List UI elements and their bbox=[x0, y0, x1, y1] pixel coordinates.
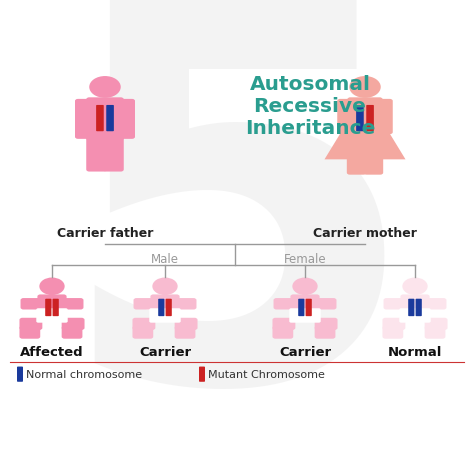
FancyBboxPatch shape bbox=[45, 299, 51, 316]
FancyBboxPatch shape bbox=[399, 308, 431, 323]
FancyBboxPatch shape bbox=[37, 294, 67, 319]
FancyBboxPatch shape bbox=[116, 99, 135, 139]
Circle shape bbox=[89, 76, 121, 98]
FancyBboxPatch shape bbox=[366, 105, 374, 131]
FancyBboxPatch shape bbox=[75, 99, 94, 139]
FancyBboxPatch shape bbox=[86, 133, 107, 171]
Text: Carrier: Carrier bbox=[139, 346, 191, 360]
FancyBboxPatch shape bbox=[165, 299, 172, 316]
Circle shape bbox=[39, 277, 64, 295]
FancyBboxPatch shape bbox=[273, 298, 299, 310]
FancyBboxPatch shape bbox=[401, 294, 429, 319]
Text: Female: Female bbox=[283, 253, 326, 266]
FancyBboxPatch shape bbox=[150, 294, 180, 319]
FancyBboxPatch shape bbox=[306, 299, 312, 316]
FancyBboxPatch shape bbox=[374, 99, 393, 134]
FancyBboxPatch shape bbox=[134, 298, 158, 310]
FancyBboxPatch shape bbox=[199, 367, 205, 382]
Circle shape bbox=[402, 277, 428, 295]
Text: 5: 5 bbox=[54, 0, 420, 475]
FancyBboxPatch shape bbox=[62, 326, 82, 339]
FancyBboxPatch shape bbox=[273, 318, 295, 330]
Text: Carrier father: Carrier father bbox=[57, 228, 153, 240]
FancyBboxPatch shape bbox=[425, 318, 447, 330]
Text: Affected: Affected bbox=[20, 346, 84, 360]
FancyBboxPatch shape bbox=[132, 318, 155, 330]
FancyBboxPatch shape bbox=[383, 298, 409, 310]
Polygon shape bbox=[325, 119, 405, 159]
FancyBboxPatch shape bbox=[311, 298, 337, 310]
FancyBboxPatch shape bbox=[356, 105, 364, 131]
Circle shape bbox=[292, 277, 318, 295]
FancyBboxPatch shape bbox=[158, 299, 164, 316]
FancyBboxPatch shape bbox=[149, 308, 181, 323]
FancyBboxPatch shape bbox=[315, 326, 336, 339]
FancyBboxPatch shape bbox=[408, 299, 414, 316]
FancyBboxPatch shape bbox=[291, 294, 319, 319]
FancyBboxPatch shape bbox=[174, 318, 198, 330]
Text: Male: Male bbox=[151, 253, 179, 266]
FancyBboxPatch shape bbox=[364, 153, 383, 175]
FancyBboxPatch shape bbox=[20, 298, 46, 310]
Text: Normal: Normal bbox=[388, 346, 442, 360]
FancyBboxPatch shape bbox=[421, 298, 447, 310]
Text: Normal chromosome: Normal chromosome bbox=[26, 370, 142, 380]
FancyBboxPatch shape bbox=[383, 318, 405, 330]
FancyBboxPatch shape bbox=[273, 326, 293, 339]
FancyBboxPatch shape bbox=[17, 367, 23, 382]
FancyBboxPatch shape bbox=[337, 99, 356, 134]
FancyBboxPatch shape bbox=[289, 308, 321, 323]
FancyBboxPatch shape bbox=[347, 153, 366, 175]
FancyBboxPatch shape bbox=[53, 299, 59, 316]
FancyBboxPatch shape bbox=[19, 326, 40, 339]
Text: Autosomal
Recessive
Inheritance: Autosomal Recessive Inheritance bbox=[245, 75, 375, 138]
FancyBboxPatch shape bbox=[425, 326, 446, 339]
FancyBboxPatch shape bbox=[383, 326, 403, 339]
FancyBboxPatch shape bbox=[86, 97, 124, 141]
FancyBboxPatch shape bbox=[58, 298, 83, 310]
FancyBboxPatch shape bbox=[106, 105, 114, 131]
FancyBboxPatch shape bbox=[96, 105, 104, 131]
Circle shape bbox=[349, 76, 381, 98]
FancyBboxPatch shape bbox=[132, 326, 153, 339]
FancyBboxPatch shape bbox=[416, 299, 422, 316]
FancyBboxPatch shape bbox=[36, 308, 68, 323]
Text: Mutant Chromosome: Mutant Chromosome bbox=[208, 370, 325, 380]
Text: Carrier: Carrier bbox=[279, 346, 331, 360]
FancyBboxPatch shape bbox=[172, 298, 196, 310]
FancyBboxPatch shape bbox=[19, 318, 42, 330]
FancyBboxPatch shape bbox=[174, 326, 195, 339]
FancyBboxPatch shape bbox=[347, 97, 383, 125]
FancyBboxPatch shape bbox=[315, 318, 337, 330]
FancyBboxPatch shape bbox=[298, 299, 304, 316]
FancyBboxPatch shape bbox=[62, 318, 84, 330]
Text: Carrier mother: Carrier mother bbox=[313, 228, 417, 240]
Circle shape bbox=[152, 277, 178, 295]
FancyBboxPatch shape bbox=[103, 133, 124, 171]
